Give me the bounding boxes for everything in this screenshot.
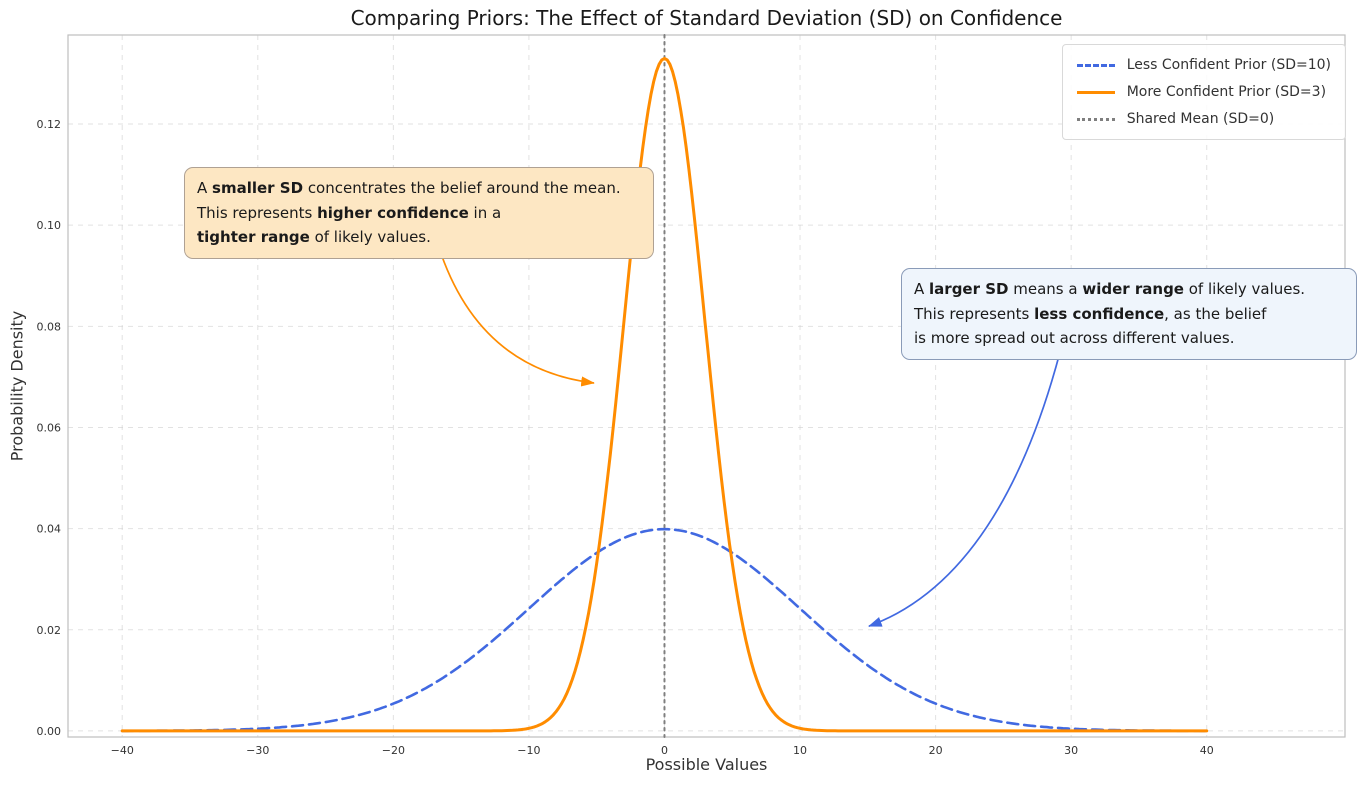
annotation-smaller-sd: A smaller SD concentrates the belief aro…	[184, 167, 654, 259]
x-tick-label: −30	[246, 744, 269, 757]
x-axis-label: Possible Values	[645, 755, 768, 774]
x-tick-label: −10	[517, 744, 540, 757]
x-tick-label: 40	[1200, 744, 1214, 757]
series-line-more-confident-prior-sd-3	[120, 56, 1209, 733]
y-axis-label: Probability Density	[7, 310, 27, 462]
legend-line-sample-dotted	[1076, 117, 1115, 121]
annotation-arrow-larger-sd	[868, 351, 1061, 627]
x-tick-label: 20	[929, 744, 943, 757]
y-tick-label: 0.10	[37, 219, 62, 232]
annotation-line: tighter range of likely values.	[197, 228, 431, 246]
y-tick-label: 0.02	[37, 624, 62, 637]
legend-label: More Confident Prior (SD=3)	[1126, 84, 1327, 100]
annotation-line: A smaller SD concentrates the belief aro…	[197, 179, 621, 197]
x-tick-label: 30	[1064, 744, 1078, 757]
legend-label: Shared Mean (SD=0)	[1126, 111, 1275, 127]
annotation-arrow-smaller-sd	[439, 252, 595, 387]
annotation-line: This represents less confidence, as the …	[914, 304, 1267, 323]
y-tick-label: 0.00	[37, 725, 62, 738]
y-tick-label: 0.12	[37, 118, 62, 131]
annotation-larger-sd: A larger SD means a wider range of likel…	[901, 268, 1357, 360]
annotation-line: A larger SD means a wider range of likel…	[914, 280, 1306, 298]
plot-frame	[67, 34, 1346, 738]
y-tick-label: 0.06	[37, 421, 62, 434]
legend-item-0: Less Confident Prior (SD=10)	[1076, 54, 1331, 76]
legend-item-1: More Confident Prior (SD=3)	[1076, 81, 1331, 103]
x-tick-label: 0	[661, 744, 668, 757]
chart-title: Comparing Priors: The Effect of Standard…	[350, 6, 1063, 30]
annotation-line: This represents higher confidence in a	[197, 203, 502, 222]
legend-item-2: Shared Mean (SD=0)	[1076, 108, 1331, 130]
legend: Less Confident Prior (SD=10) More Confide…	[1061, 44, 1346, 140]
y-tick-label: 0.08	[37, 320, 62, 333]
x-tick-label: −20	[382, 744, 405, 757]
series-line-less-confident-prior-sd-10	[120, 527, 1208, 733]
legend-label: Less Confident Prior (SD=10)	[1126, 57, 1331, 73]
x-tick-label: −40	[111, 744, 134, 757]
annotation-line: is more spread out across different valu…	[914, 329, 1235, 347]
legend-line-sample-solid	[1076, 90, 1115, 94]
legend-line-sample-dashed	[1076, 63, 1115, 67]
x-tick-label: 10	[793, 744, 807, 757]
y-tick-label: 0.04	[37, 523, 62, 536]
